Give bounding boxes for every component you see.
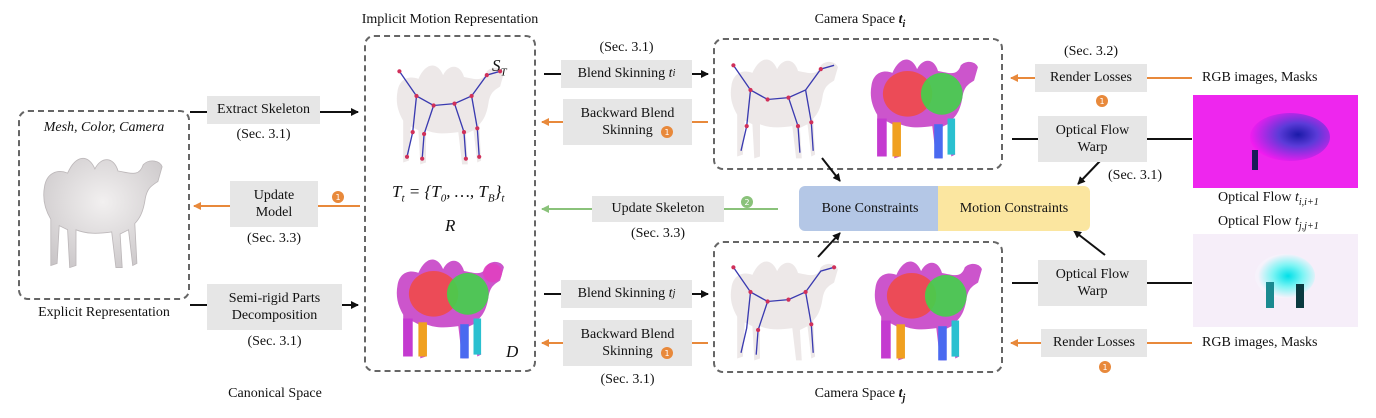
semirigid-box: Semi-rigid Parts Decomposition bbox=[207, 284, 342, 330]
blend-j-var: t bbox=[668, 286, 673, 302]
update-skeleton-label: Update Skeleton bbox=[611, 201, 705, 217]
optical-flow-bottom-label: Optical Flow tj,j+1 bbox=[1218, 214, 1319, 232]
update-skeleton-box: Update Skeleton bbox=[592, 196, 724, 222]
render-losses-top-box: Render Losses bbox=[1035, 64, 1147, 92]
blend-skinning-i-label: Blend Skinning bbox=[577, 66, 666, 82]
blend-skinning-j-label: Blend Skinning bbox=[577, 286, 666, 302]
update-model-line2: Model bbox=[255, 205, 293, 220]
camera-space-j-box bbox=[713, 241, 1003, 373]
skeleton-camel-top bbox=[396, 65, 504, 165]
flow-warp-bottom-box: Optical Flow Warp bbox=[1038, 260, 1147, 306]
backward-blend-j-box: Backward Blend Skinning bbox=[563, 320, 692, 366]
camera-space-j-title: Camera Space tj bbox=[814, 386, 906, 404]
cam-j-to-bone-arrow bbox=[817, 232, 841, 258]
t-equation: Tt = {T0, …, TB}t bbox=[392, 182, 505, 205]
update-model-line1: Update bbox=[253, 187, 295, 203]
bone-constraints-box: Bone Constraints bbox=[799, 186, 941, 231]
middle-bottom-sec-label: (Sec. 3.1) bbox=[600, 372, 655, 387]
optical-flow-top-label: Optical Flow ti,i+1 bbox=[1218, 190, 1319, 208]
parts-camel-bottom bbox=[396, 259, 504, 359]
mesh-color-camera-label: Mesh, Color, Camera bbox=[43, 120, 165, 135]
backward-blend-j-badge: 1 bbox=[661, 347, 673, 359]
canonical-space-caption: Canonical Space bbox=[228, 386, 322, 401]
backward-blend-j-line2: Skinning bbox=[602, 344, 653, 359]
rgb-masks-top-label: RGB images, Masks bbox=[1202, 70, 1318, 85]
motion-constraints-label: Motion Constraints bbox=[959, 200, 1069, 216]
explicit-representation-box bbox=[18, 110, 190, 300]
r-label: R bbox=[445, 216, 456, 235]
backward-blend-j-line1: Backward Blend bbox=[580, 326, 675, 342]
blend-i-sub: i bbox=[672, 67, 676, 79]
camera-space-i-title: Camera Space ti bbox=[814, 12, 906, 30]
cam-i-to-bone-arrow bbox=[821, 157, 841, 182]
semirigid-line2: Decomposition bbox=[231, 308, 318, 323]
mesh-camel-image bbox=[43, 157, 163, 269]
flow-warp-bottom-line2: Warp bbox=[1077, 284, 1108, 299]
warp-bottom-to-motion-arrow bbox=[1073, 230, 1106, 256]
render-losses-top-label: Render Losses bbox=[1049, 70, 1133, 86]
d-label: D bbox=[506, 342, 519, 361]
optical-flow-bottom-image bbox=[1193, 234, 1358, 327]
render-losses-top-badge: 1 bbox=[1096, 95, 1108, 107]
render-losses-bottom-label: Render Losses bbox=[1052, 335, 1136, 351]
flow-warp-top-line1: Optical Flow bbox=[1055, 122, 1130, 138]
bone-constraints-label: Bone Constraints bbox=[821, 200, 919, 216]
camera-i-skeleton-camel bbox=[730, 59, 838, 159]
right-top-sec-label: (Sec. 3.2) bbox=[1063, 44, 1119, 59]
blend-j-sub: j bbox=[672, 287, 676, 299]
backward-blend-i-box: Backward Blend Skinning bbox=[563, 99, 692, 145]
flow-warp-bottom-line1: Optical Flow bbox=[1055, 266, 1130, 282]
implicit-motion-box bbox=[364, 35, 536, 372]
middle-top-sec-label: (Sec. 3.1) bbox=[599, 40, 654, 55]
flow-warp-top-line2: Warp bbox=[1077, 140, 1108, 155]
extract-skeleton-box: Extract Skeleton bbox=[207, 96, 320, 124]
render-losses-bottom-badge: 1 bbox=[1099, 361, 1111, 373]
camera-j-skeleton-camel bbox=[730, 261, 838, 361]
motion-constraints-box: Motion Constraints bbox=[938, 186, 1090, 231]
implicit-title: Implicit Motion Representation bbox=[361, 12, 539, 27]
optical-flow-top-image bbox=[1193, 95, 1358, 188]
backward-blend-i-badge: 1 bbox=[661, 126, 673, 138]
backward-blend-i-line1: Backward Blend bbox=[580, 105, 675, 121]
semirigid-sec-label: (Sec. 3.1) bbox=[247, 334, 302, 349]
update-skeleton-badge: 2 bbox=[741, 196, 753, 208]
s-t-label: ST bbox=[492, 56, 507, 79]
rgb-masks-bottom-label: RGB images, Masks bbox=[1202, 335, 1318, 350]
extract-sec-label: (Sec. 3.1) bbox=[236, 127, 291, 142]
camera-i-parts-camel bbox=[870, 59, 978, 159]
camera-j-parts-camel bbox=[874, 261, 982, 361]
camera-space-i-box bbox=[713, 38, 1003, 170]
update-skeleton-sec-label: (Sec. 3.3) bbox=[630, 226, 686, 241]
blend-i-var: t bbox=[668, 66, 673, 82]
semirigid-line1: Semi-rigid Parts bbox=[228, 290, 321, 306]
warp-top-to-motion-arrow bbox=[1077, 160, 1101, 185]
flow-warp-top-box: Optical Flow Warp bbox=[1038, 116, 1147, 162]
render-losses-bottom-box: Render Losses bbox=[1041, 329, 1147, 357]
extract-skeleton-label: Extract Skeleton bbox=[217, 102, 310, 118]
update-model-sec-label: (Sec. 3.3) bbox=[246, 231, 302, 246]
explicit-caption: Explicit Representation bbox=[38, 305, 170, 320]
update-model-box: Update Model bbox=[230, 181, 318, 227]
update-model-badge: 1 bbox=[332, 191, 344, 203]
backward-blend-i-line2: Skinning bbox=[602, 123, 653, 138]
flow-warp-top-sec-label: (Sec. 3.1) bbox=[1108, 168, 1163, 183]
